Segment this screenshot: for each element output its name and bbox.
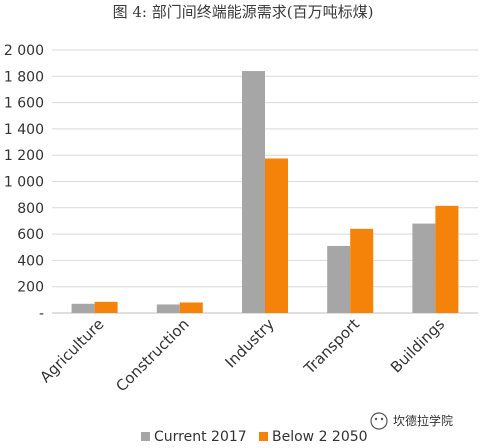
y-tick-label: 2 000 bbox=[4, 43, 44, 59]
x-category-label: Industry bbox=[221, 315, 277, 371]
y-tick-label: 600 bbox=[17, 227, 44, 243]
bar-agriculture-series-1 bbox=[94, 301, 118, 313]
bar-buildings-series-0 bbox=[412, 223, 436, 313]
y-tick-label: 1 600 bbox=[4, 96, 44, 112]
wechat-icon bbox=[370, 412, 388, 430]
y-axis-ticks: - 200 400 600 800 1 000 1 200 1 400 1 600 1 800 2 … bbox=[4, 43, 44, 322]
watermark-text: 坎德拉学院 bbox=[393, 413, 453, 428]
y-tick-label: 400 bbox=[17, 253, 44, 269]
wechat-icon-eye-left bbox=[374, 417, 378, 421]
bar-construction-series-0 bbox=[156, 304, 180, 313]
bar-transport-series-1 bbox=[350, 228, 374, 313]
chart-title: 图 4: 部门间终端能源需求(百万吨标煤) bbox=[113, 3, 374, 21]
watermark: 坎德拉学院 bbox=[370, 412, 453, 430]
legend-swatch bbox=[259, 432, 268, 441]
bar-industry-series-0 bbox=[242, 71, 265, 313]
y-tick-label: 1 200 bbox=[4, 148, 44, 164]
bar-buildings-series-1 bbox=[435, 205, 459, 313]
bar-construction-series-1 bbox=[179, 302, 203, 313]
y-tick-label: 800 bbox=[17, 201, 44, 217]
x-category-label: Agriculture bbox=[36, 315, 107, 386]
bar-agriculture-series-0 bbox=[71, 303, 95, 313]
legend: Current 2017 Below 2 2050 bbox=[141, 429, 368, 445]
x-category-label: Transport bbox=[300, 315, 363, 378]
x-category-label: Construction bbox=[112, 315, 192, 395]
bars bbox=[71, 71, 459, 313]
y-tick-label: 1 800 bbox=[4, 69, 44, 85]
x-category-label: Buildings bbox=[387, 315, 448, 376]
bar-transport-series-0 bbox=[327, 245, 351, 313]
wechat-icon-eye-right bbox=[380, 417, 384, 421]
legend-swatch bbox=[141, 432, 150, 441]
y-tick-label: 200 bbox=[17, 280, 44, 296]
y-tick-label: - bbox=[39, 306, 44, 322]
y-tick-label: 1 400 bbox=[4, 122, 44, 138]
x-axis-categories: Agriculture Construction Industry Transport… bbox=[36, 315, 448, 395]
legend-label: Below 2 2050 bbox=[272, 429, 368, 445]
bar-industry-series-1 bbox=[265, 158, 288, 313]
y-tick-label: 1 000 bbox=[4, 175, 44, 191]
legend-label: Current 2017 bbox=[154, 429, 247, 445]
